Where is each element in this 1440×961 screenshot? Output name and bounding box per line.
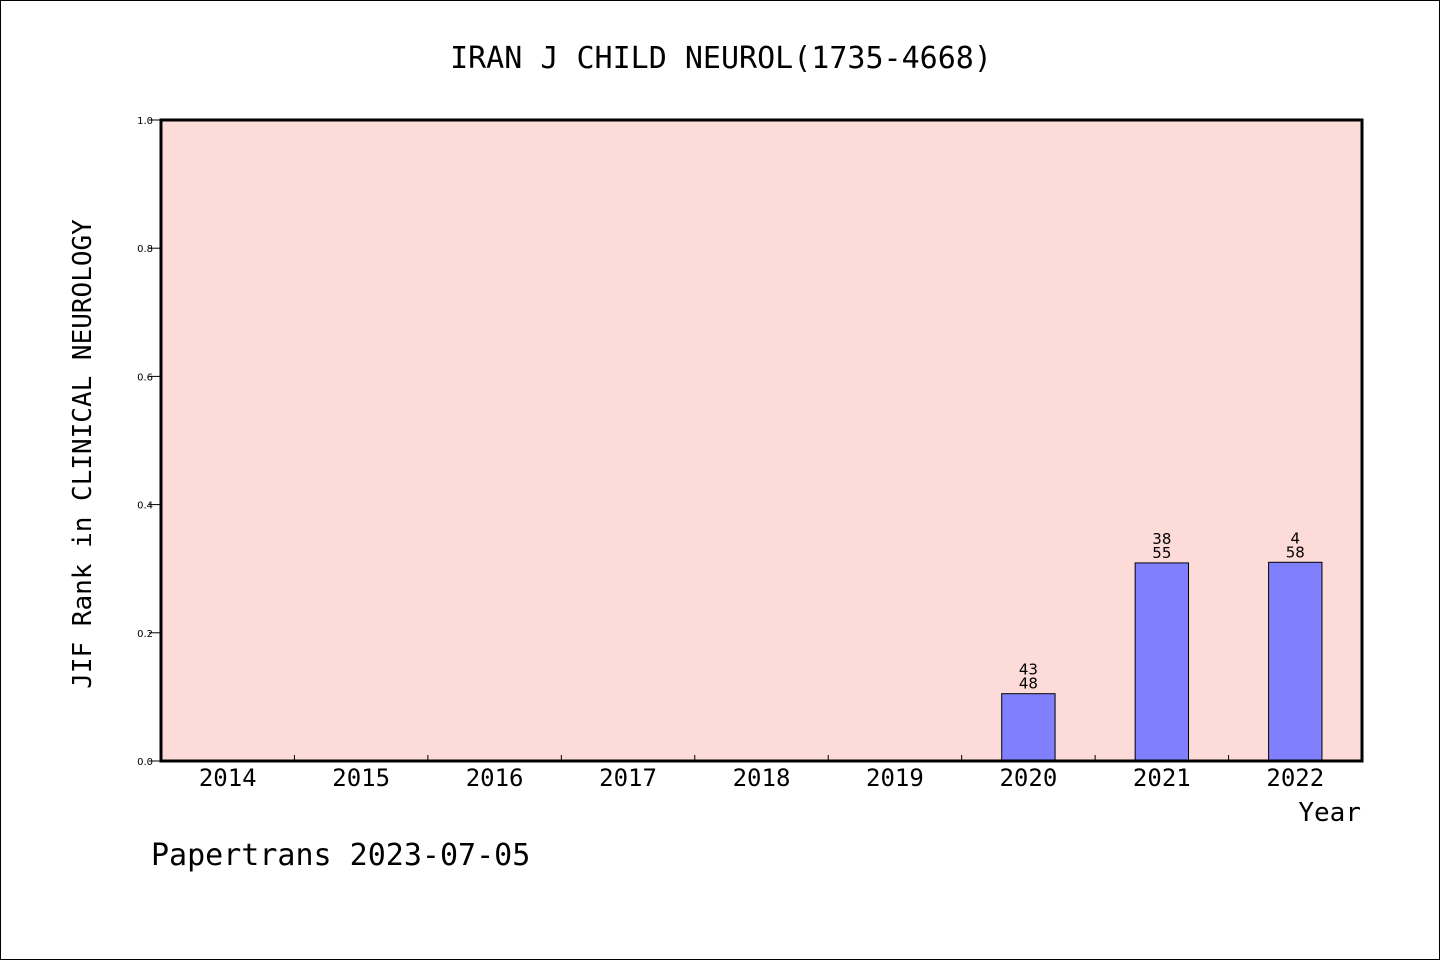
- ticks-layer: 0.0 0.2 0.4 0.6 0.8 1.0 2014 2015 2016 2017 2018 20…: [137, 116, 1324, 792]
- y-tick-label: 0.4: [137, 501, 153, 512]
- bar-2020: [1001, 693, 1056, 762]
- x-tick-label: 2020: [999, 764, 1057, 792]
- y-axis-label: JIF Rank in CLINICAL NEUROLOGY: [68, 219, 98, 689]
- x-tick-label: 2019: [866, 764, 924, 792]
- x-tick-label: 2021: [1133, 764, 1191, 792]
- plot-border: [159, 118, 1364, 763]
- y-tick-label: 0.0: [137, 757, 153, 768]
- y-tick-label: 0.6: [137, 372, 153, 383]
- x-tick-label: 2022: [1266, 764, 1324, 792]
- bar-label-bottom: 58: [1286, 543, 1305, 561]
- x-tick-label: 2016: [466, 764, 524, 792]
- bar-label-bottom: 48: [1019, 675, 1038, 693]
- y-tick-label: 0.2: [137, 629, 153, 640]
- bar-label-top: 4: [1291, 529, 1301, 547]
- bar-label-top: 38: [1152, 530, 1171, 548]
- footer-credit: Papertrans 2023-07-05: [151, 838, 530, 873]
- x-tick-label: 2015: [332, 764, 390, 792]
- bars-layer: [1001, 561, 1323, 762]
- y-tick-label: 0.8: [137, 244, 153, 255]
- x-tick-label: 2014: [199, 764, 257, 792]
- x-axis-label: Year: [1298, 798, 1361, 828]
- bar-label-top: 43: [1019, 661, 1038, 679]
- chart-title: IRAN J CHILD NEUROL(1735-4668): [450, 41, 992, 76]
- y-tick-label: 1.0: [137, 116, 153, 127]
- bar-2021: [1134, 562, 1190, 762]
- x-tick-label: 2017: [599, 764, 657, 792]
- bar-label-bottom: 55: [1152, 544, 1171, 562]
- x-tick-label: 2018: [733, 764, 791, 792]
- bar-2022: [1268, 561, 1323, 762]
